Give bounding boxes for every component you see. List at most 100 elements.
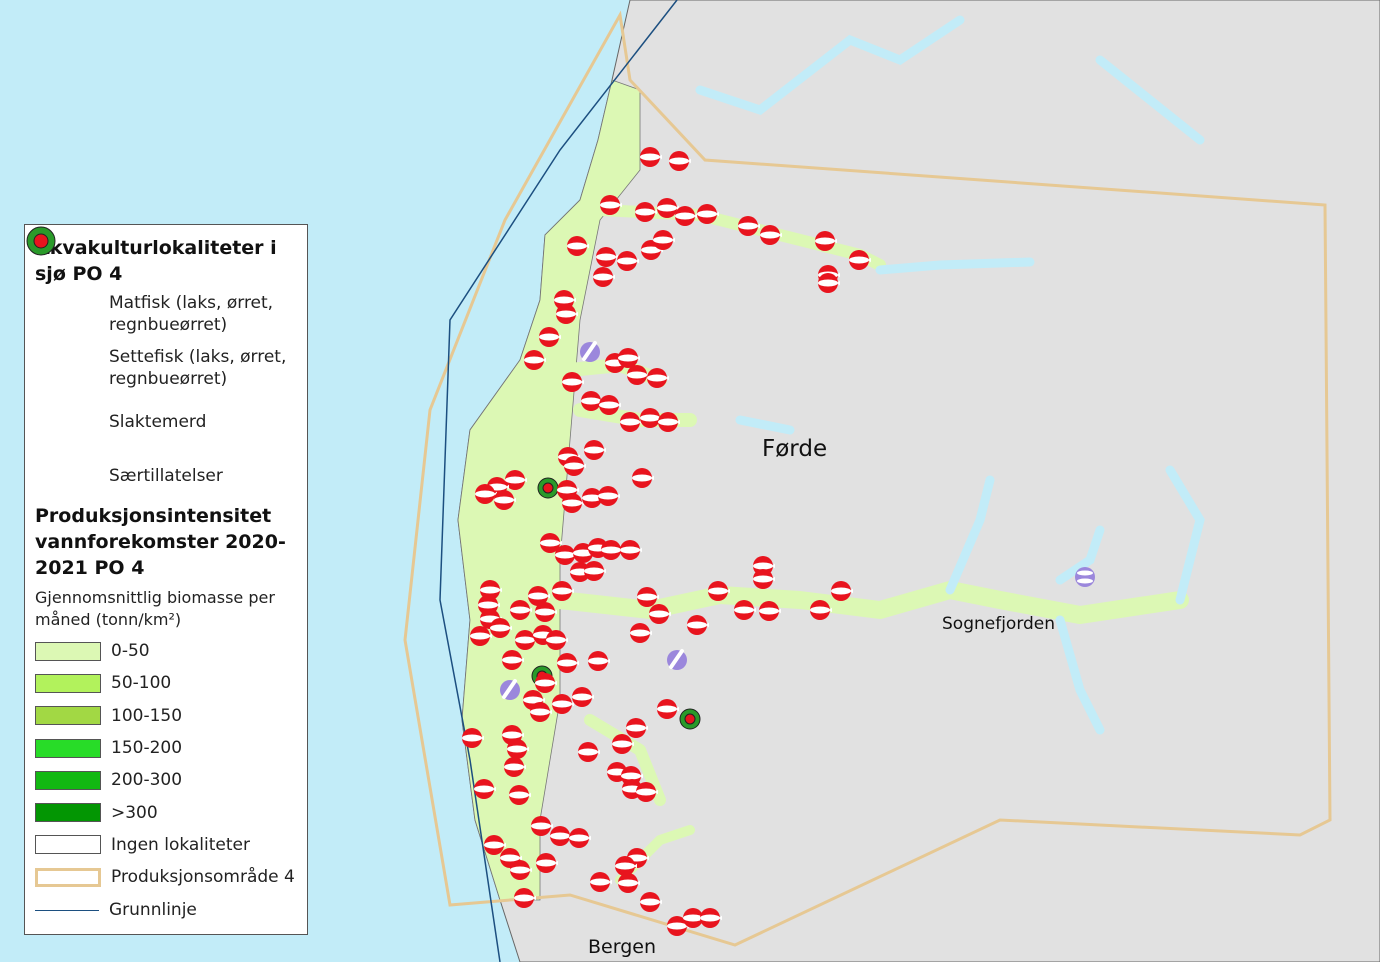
site-marker [600, 195, 622, 215]
site-marker [647, 368, 669, 388]
site-marker [530, 702, 552, 722]
site-marker [630, 623, 652, 643]
site-marker [572, 687, 594, 707]
site-marker [649, 604, 671, 624]
site-marker [494, 490, 516, 510]
site-marker [636, 782, 658, 802]
site-marker [484, 835, 506, 855]
place-label: Bergen [588, 936, 656, 958]
site-marker [753, 569, 775, 589]
site-marker [640, 892, 662, 912]
site-marker [582, 488, 604, 508]
site-marker [562, 493, 584, 513]
legend-item: >300 [35, 796, 297, 828]
site-marker [612, 734, 634, 754]
site-marker [462, 728, 484, 748]
site-marker [738, 216, 760, 236]
site-marker [700, 908, 722, 928]
site-marker [567, 236, 589, 256]
site-marker [596, 247, 618, 267]
site-marker [620, 540, 642, 560]
production-area-boundary [403, 10, 1332, 947]
legend-item: 150-200 [35, 732, 297, 764]
site-marker [510, 600, 532, 620]
site-marker [507, 739, 529, 759]
site-marker [510, 860, 532, 880]
site-marker [599, 395, 621, 415]
site-marker [657, 198, 679, 218]
site-marker [504, 757, 526, 777]
legend-label: 150-200 [111, 738, 183, 759]
site-marker [675, 206, 697, 226]
site-marker [584, 561, 606, 581]
site-marker [593, 267, 615, 287]
fjord [584, 714, 666, 806]
legend-item: Slaktemerd [27, 227, 297, 449]
legend-swatch [35, 770, 101, 790]
site-marker [637, 587, 659, 607]
site-marker [562, 372, 584, 392]
markers [462, 147, 1095, 936]
place-label: Førde [762, 436, 828, 462]
legend-label: Ingen lokaliteter [111, 834, 250, 855]
legend-swatch [35, 738, 101, 758]
legend-swatch [35, 803, 101, 823]
site-marker [601, 540, 623, 560]
site-marker [552, 694, 574, 714]
legend-label: 100-150 [111, 705, 183, 726]
site-marker [815, 231, 837, 251]
legend-item: Særtillatelser [26, 226, 297, 503]
legend-swatch [35, 641, 101, 661]
sognefjord [551, 581, 1189, 624]
site-marker [514, 888, 536, 908]
site-marker [470, 626, 492, 646]
legend-item: 200-300 [35, 764, 297, 796]
legend-item: Produksjonsområde 4 [35, 861, 297, 893]
legend-item: Ingen lokaliteter [35, 829, 297, 861]
baseline [439, 0, 678, 962]
legend-label: Særtillatelser [109, 466, 223, 486]
site-marker [550, 826, 572, 846]
site-marker [620, 412, 642, 432]
site-marker [500, 679, 520, 700]
site-marker [539, 327, 561, 347]
site-marker [535, 673, 557, 693]
site-marker [540, 533, 562, 553]
site-marker [653, 230, 675, 250]
site-marker [557, 653, 579, 673]
site-marker [524, 350, 546, 370]
site-marker [760, 225, 782, 245]
site-marker [588, 651, 610, 671]
site-marker [480, 580, 502, 600]
site-marker [546, 630, 568, 650]
legend-label: Grunnlinje [109, 899, 197, 920]
lakes [695, 15, 1205, 735]
site-marker [536, 853, 558, 873]
site-marker [578, 742, 600, 762]
site-marker [635, 202, 657, 222]
legend-item: 50-100 [35, 667, 297, 699]
site-marker [509, 785, 531, 805]
site-marker [537, 477, 559, 499]
legend-label: Slaktemerd [109, 412, 207, 432]
site-marker [535, 602, 557, 622]
site-marker [531, 816, 553, 836]
site-marker [667, 649, 687, 670]
site-marker [569, 828, 591, 848]
legend-swatch [35, 706, 101, 726]
site-marker [1075, 567, 1095, 587]
site-marker [598, 486, 620, 506]
legend-title: Akvakulturlokaliteter i sjø PO 4 [35, 237, 277, 285]
legend-item: Grunnlinje [35, 893, 297, 925]
site-marker [697, 204, 719, 224]
site-marker [556, 304, 578, 324]
site-marker [584, 440, 606, 460]
site-marker [849, 250, 871, 270]
legend-subtitle: Produksjonsintensitet vannforekomster 20… [35, 505, 286, 579]
site-marker [618, 348, 640, 368]
legend-item: Settefisk (laks, ørret, regnbueørret) [27, 227, 297, 395]
site-marker [632, 468, 654, 488]
site-marker [490, 618, 512, 638]
legend-item: 100-150 [35, 700, 297, 732]
